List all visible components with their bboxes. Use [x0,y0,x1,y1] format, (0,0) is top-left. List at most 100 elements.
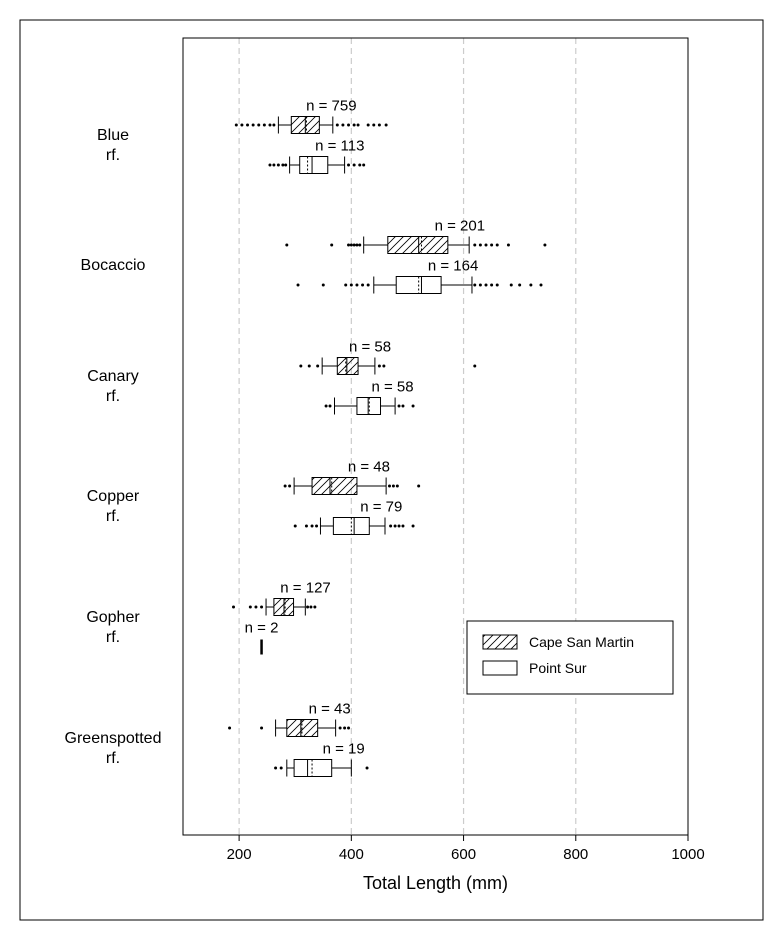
outlier-point [384,123,388,127]
outlier-point [490,283,494,287]
outlier-point [352,123,356,127]
n-label: n = 79 [360,499,402,516]
outlier-point [296,283,300,287]
outlier-point [343,726,347,730]
outlier-point [328,404,332,408]
outlier-point [495,283,499,287]
n-label: n = 48 [348,459,390,476]
outlier-point [316,364,320,368]
box-point-sur [299,156,329,174]
category-label: Blue rf. [97,127,129,164]
category-label-line: rf. [106,750,120,767]
outlier-point [391,484,395,488]
outlier-point [347,123,351,127]
outlier-point [411,524,415,528]
x-tick-label: 1000 [671,846,704,863]
outlier-point [272,163,276,167]
outlier-point [299,364,303,368]
outlier-point [240,123,244,127]
outlier-point [254,605,258,609]
legend-swatch [482,660,518,676]
outlier-point [352,243,356,247]
outlier-point [284,163,288,167]
n-label: n = 2 [245,620,279,637]
n-label: n = 19 [323,741,365,758]
category-label-line: rf. [106,629,120,646]
outlier-point [352,163,356,167]
plot-area: 200 400 600 800 1000 Total Length (mm) Blue rf.… [65,37,705,893]
outlier-point [310,524,314,528]
outlier-point [272,123,276,127]
outlier-point [257,123,261,127]
outlier-point [246,123,250,127]
outlier-point [395,484,399,488]
x-tick-label: 600 [451,846,476,863]
outlier-point [362,163,366,167]
outlier-point [417,484,421,488]
outlier-point [473,283,477,287]
outlier-point [529,283,533,287]
outlier-point [268,123,272,127]
outlier-point [397,404,401,408]
outlier-point [473,243,477,247]
outlier-point [276,163,280,167]
n-label: n = 58 [371,379,413,396]
outlier-point [347,243,351,247]
outlier-point [279,766,283,770]
box-cape-san-martin [311,477,358,495]
category-label: Copper rf. [87,488,140,525]
n-label: n = 43 [309,701,351,718]
category-label: Canary rf. [87,368,139,405]
category-label-line: Canary [87,368,139,385]
legend-swatch [482,634,518,650]
outlier-point [490,243,494,247]
outlier-point [309,605,313,609]
outlier-point [313,605,317,609]
outlier-point [495,243,499,247]
outlier-point [387,484,391,488]
category-label-line: rf. [106,388,120,405]
outlier-point [382,364,386,368]
outlier-point [315,524,319,528]
outlier-point [283,484,287,488]
outlier-point [268,163,272,167]
outlier-point [377,123,381,127]
outlier-point [473,364,477,368]
outlier-point [330,243,334,247]
outlier-point [411,404,415,408]
outer-frame [19,19,764,921]
outlier-point [260,605,264,609]
outlier-point [274,766,278,770]
outlier-point [285,243,289,247]
outlier-point [355,283,359,287]
outlier-point [262,123,266,127]
x-tick-label: 800 [563,846,588,863]
outlier-point [321,283,325,287]
plot-frame [182,37,689,836]
outlier-point [338,726,342,730]
box-point-sur [293,759,333,777]
x-tick-label: 200 [227,846,252,863]
n-label: n = 759 [306,98,356,115]
outlier-point [377,364,381,368]
category-label-line: Gopher [86,609,140,626]
legend-box [466,620,674,695]
outlier-point [356,123,360,127]
category-label-line: Greenspotted [65,730,162,747]
category-label: Greenspotted rf. [65,730,162,767]
n-label: n = 201 [435,218,485,235]
outlier-point [478,243,482,247]
outlier-point [347,163,351,167]
outlier-point [393,524,397,528]
outlier-point [232,605,235,609]
n-label: n = 164 [428,258,478,275]
outlier-point [506,243,510,247]
category-label-line: rf. [106,508,120,525]
outlier-point [484,243,488,247]
outlier-point [543,243,547,247]
outlier-point [366,123,370,127]
outlier-point [358,243,362,247]
outlier-point [518,283,522,287]
outlier-point [324,404,328,408]
